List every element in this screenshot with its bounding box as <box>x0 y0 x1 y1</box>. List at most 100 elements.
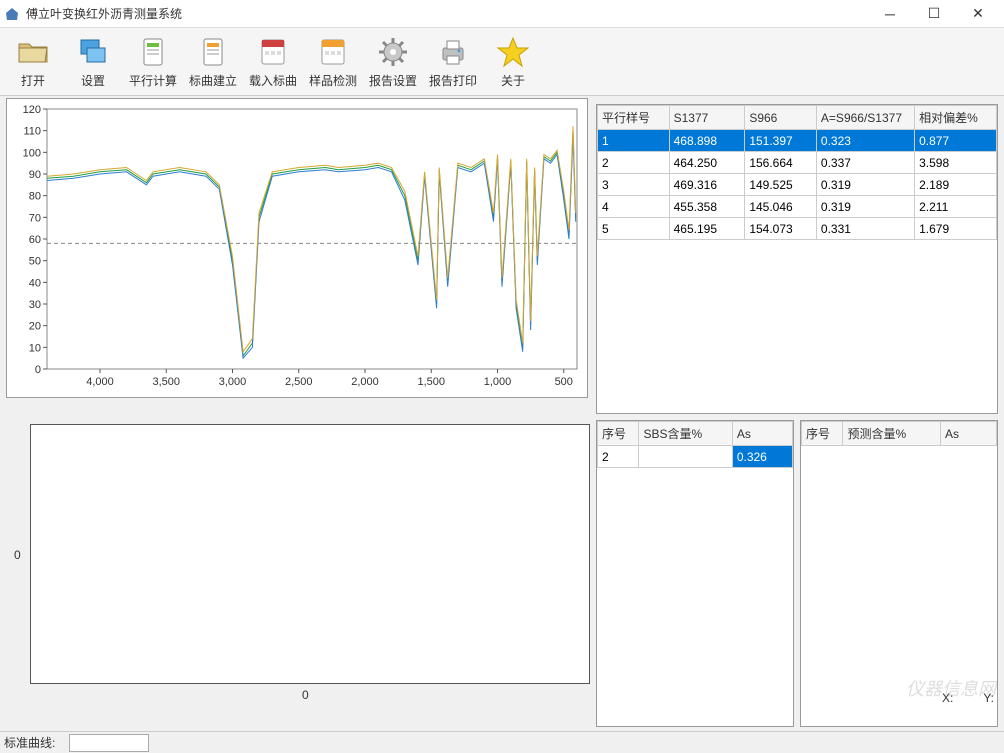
printer-icon <box>435 34 471 70</box>
table-cell[interactable]: 2 <box>598 446 639 468</box>
col-header[interactable]: S1377 <box>669 106 745 130</box>
table-cell[interactable]: 156.664 <box>745 152 817 174</box>
statusbar: 标准曲线: <box>0 731 1004 753</box>
parallel-calc-button[interactable]: 平行计算 <box>124 31 182 93</box>
table-cell[interactable]: 464.250 <box>669 152 745 174</box>
report-settings-button[interactable]: 报告设置 <box>364 31 422 93</box>
parallel-table[interactable]: 平行样号S1377S966A=S966/S1377相对偏差%1468.89815… <box>596 104 998 414</box>
svg-text:0: 0 <box>35 364 41 376</box>
svg-text:30: 30 <box>29 299 41 311</box>
table-cell[interactable]: 2.211 <box>915 196 997 218</box>
svg-text:3,000: 3,000 <box>219 376 247 388</box>
table-row[interactable]: 2464.250156.6640.3373.598 <box>598 152 997 174</box>
report-settings-label: 报告设置 <box>369 72 417 89</box>
svg-text:60: 60 <box>29 234 41 246</box>
curve-build-label: 标曲建立 <box>189 72 237 89</box>
table-cell[interactable]: 0.319 <box>816 196 914 218</box>
predict-table[interactable]: 序号预测含量%As <box>800 420 998 727</box>
table-cell[interactable]: 154.073 <box>745 218 817 240</box>
svg-text:90: 90 <box>29 169 41 181</box>
curve-build-button[interactable]: 标曲建立 <box>184 31 242 93</box>
table-cell[interactable]: 0.337 <box>816 152 914 174</box>
parallel-calc-label: 平行计算 <box>129 72 177 89</box>
close-button[interactable]: ✕ <box>956 0 1000 28</box>
spectrum-chart: 01020304050607080901001101204,0003,5003,… <box>6 98 588 398</box>
table-row[interactable]: 1468.898151.3970.3230.877 <box>598 130 997 152</box>
toolbar: 打开 设置 平行计算标曲建立载入标曲样品检测报告设置报告打印关于 <box>0 28 1004 96</box>
report-print-button[interactable]: 报告打印 <box>424 31 482 93</box>
table-cell[interactable] <box>639 446 732 468</box>
table-cell[interactable]: 455.358 <box>669 196 745 218</box>
table-cell[interactable]: 0.323 <box>816 130 914 152</box>
table-cell[interactable]: 1 <box>598 130 670 152</box>
calibration-chart <box>30 424 590 684</box>
settings-label: 设置 <box>81 72 105 89</box>
maximize-button[interactable]: ☐ <box>912 0 956 28</box>
table-cell[interactable]: 0.877 <box>915 130 997 152</box>
table-cell[interactable]: 3 <box>598 174 670 196</box>
sample-detect-button[interactable]: 样品检测 <box>304 31 362 93</box>
minimize-button[interactable]: ─ <box>868 0 912 28</box>
table-cell[interactable]: 1.679 <box>915 218 997 240</box>
col-header[interactable]: As <box>940 422 996 446</box>
open-label: 打开 <box>21 72 45 89</box>
about-button[interactable]: 关于 <box>484 31 542 93</box>
statusbar-label: 标准曲线: <box>4 734 55 751</box>
page-green-icon <box>135 34 171 70</box>
col-header[interactable]: 序号 <box>802 422 843 446</box>
content-area: 01020304050607080901001101204,0003,5003,… <box>0 98 1004 731</box>
table-cell[interactable]: 3.598 <box>915 152 997 174</box>
col-header[interactable]: 平行样号 <box>598 106 670 130</box>
table-cell[interactable]: 151.397 <box>745 130 817 152</box>
coord-y-label: Y: <box>983 691 994 705</box>
svg-text:1,000: 1,000 <box>484 376 512 388</box>
calibration-y-tick: 0 <box>14 548 21 562</box>
col-header[interactable]: SBS含量% <box>639 422 732 446</box>
svg-text:120: 120 <box>23 104 41 116</box>
table-cell[interactable]: 469.316 <box>669 174 745 196</box>
table-cell[interactable]: 2.189 <box>915 174 997 196</box>
table-cell[interactable]: 4 <box>598 196 670 218</box>
app-icon <box>4 6 20 22</box>
table-cell[interactable]: 145.046 <box>745 196 817 218</box>
table-cell[interactable]: 465.195 <box>669 218 745 240</box>
report-print-label: 报告打印 <box>429 72 477 89</box>
svg-text:80: 80 <box>29 191 41 203</box>
table-row[interactable]: 3469.316149.5250.3192.189 <box>598 174 997 196</box>
svg-text:4,000: 4,000 <box>86 376 114 388</box>
svg-text:40: 40 <box>29 277 41 289</box>
table-cell[interactable]: 149.525 <box>745 174 817 196</box>
table-cell[interactable]: 5 <box>598 218 670 240</box>
table-cell[interactable]: 2 <box>598 152 670 174</box>
svg-text:100: 100 <box>23 147 41 159</box>
table-cell[interactable]: 468.898 <box>669 130 745 152</box>
svg-text:3,500: 3,500 <box>152 376 180 388</box>
col-header[interactable]: 相对偏差% <box>915 106 997 130</box>
svg-text:10: 10 <box>29 342 41 354</box>
settings-button[interactable]: 设置 <box>64 31 122 93</box>
col-header[interactable]: 预测含量% <box>843 422 941 446</box>
svg-text:2,000: 2,000 <box>351 376 379 388</box>
table-cell[interactable]: 0.326 <box>732 446 792 468</box>
table-row[interactable]: 2 0.326 <box>598 446 793 468</box>
curve-name-input[interactable] <box>69 734 149 752</box>
cal-orange-icon <box>315 34 351 70</box>
svg-text:500: 500 <box>555 376 573 388</box>
table-row[interactable]: 4455.358145.0460.3192.211 <box>598 196 997 218</box>
col-header[interactable]: 序号 <box>598 422 639 446</box>
table-cell[interactable]: 0.331 <box>816 218 914 240</box>
table-row[interactable]: 5465.195154.0730.3311.679 <box>598 218 997 240</box>
cal-red-icon <box>255 34 291 70</box>
sbs-table[interactable]: 序号SBS含量%As 2 0.326 <box>596 420 794 727</box>
calibration-x-tick: 0 <box>302 688 309 702</box>
col-header[interactable]: A=S966/S1377 <box>816 106 914 130</box>
titlebar: 傅立叶变换红外沥青测量系统 ─ ☐ ✕ <box>0 0 1004 28</box>
open-button[interactable]: 打开 <box>4 31 62 93</box>
col-header[interactable]: S966 <box>745 106 817 130</box>
svg-text:1,500: 1,500 <box>417 376 445 388</box>
table-cell[interactable]: 0.319 <box>816 174 914 196</box>
load-curve-button[interactable]: 载入标曲 <box>244 31 302 93</box>
folder-icon <box>15 34 51 70</box>
col-header[interactable]: As <box>732 422 792 446</box>
load-curve-label: 载入标曲 <box>249 72 297 89</box>
